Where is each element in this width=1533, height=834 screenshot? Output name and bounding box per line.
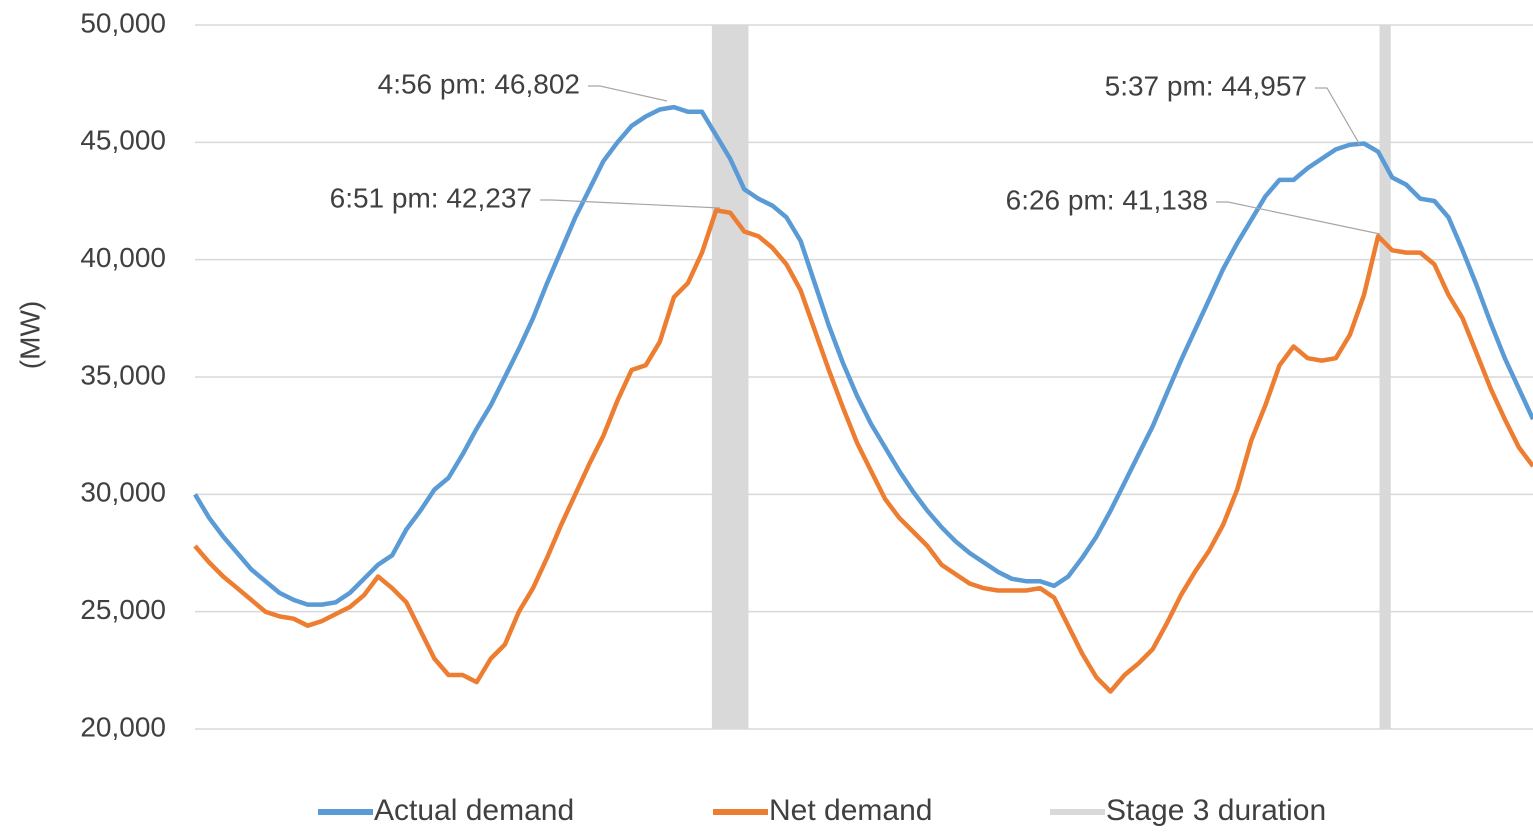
leader-line — [1216, 201, 1381, 235]
series-line — [193, 208, 1533, 694]
y-tick-label: 40,000 — [80, 242, 166, 273]
leader-line — [588, 85, 668, 102]
stage-band — [711, 25, 749, 729]
annotation: 4:56 pm: 46,802 — [378, 68, 580, 99]
y-tick-label: 20,000 — [80, 711, 166, 742]
legend-label: Net demand — [769, 794, 932, 827]
y-tick-label: 25,000 — [80, 594, 166, 625]
y-tick-label: 30,000 — [80, 477, 166, 508]
stage-band — [1379, 25, 1391, 729]
annotation: 6:26 pm: 41,138 — [1006, 184, 1208, 215]
legend-label: Stage 3 duration — [1106, 794, 1326, 827]
series-line — [193, 104, 1533, 607]
annotation: 6:51 pm: 42,237 — [330, 182, 532, 213]
y-axis-label: (MW) — [14, 301, 45, 369]
leader-line — [1315, 87, 1361, 146]
y-tick-label: 50,000 — [80, 7, 166, 38]
legend-label: Actual demand — [374, 794, 574, 827]
leader-line — [540, 199, 721, 209]
y-tick-label: 45,000 — [80, 125, 166, 156]
y-tick-label: 35,000 — [80, 359, 166, 390]
annotation: 5:37 pm: 44,957 — [1105, 70, 1307, 101]
